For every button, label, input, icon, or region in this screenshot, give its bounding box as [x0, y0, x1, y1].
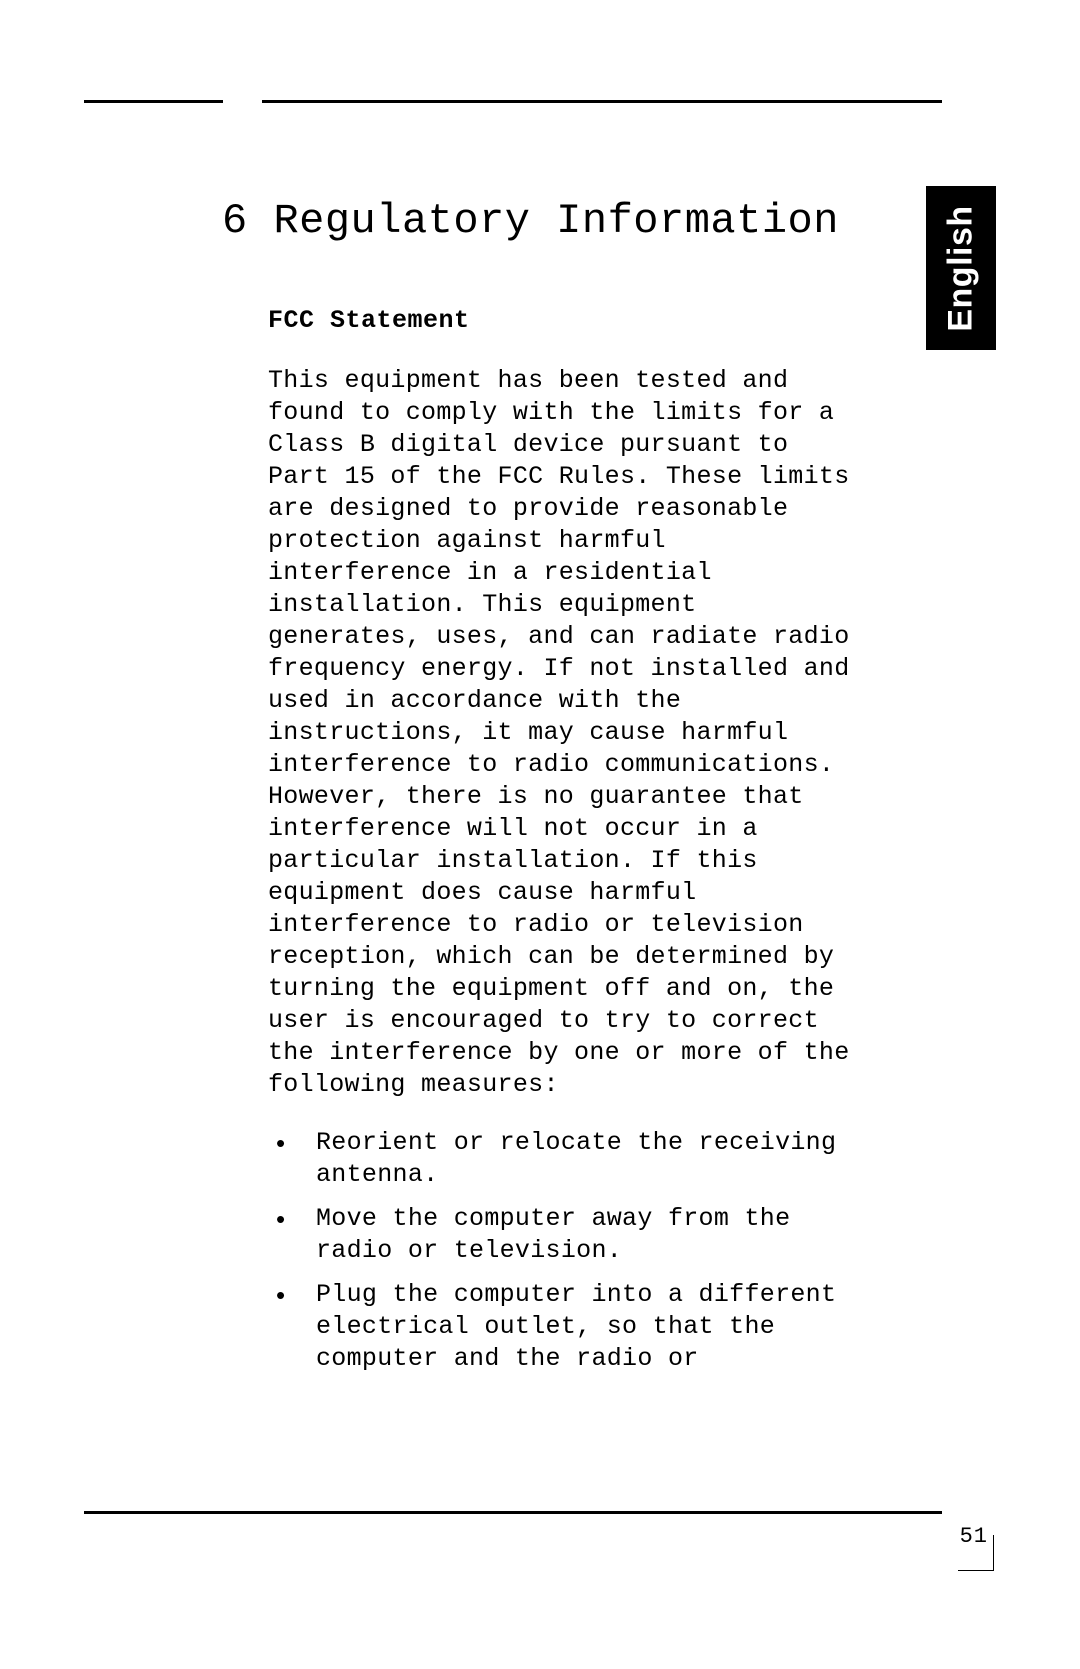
bullet-list: Reorient or relocate the receiving anten… [268, 1127, 858, 1375]
chapter-number: 6 [222, 197, 248, 245]
crop-mark-top-left [84, 100, 223, 103]
list-item: Move the computer away from the radio or… [268, 1203, 858, 1267]
language-tab-label: English [942, 205, 981, 331]
body-text: FCC Statement This equipment has been te… [268, 306, 858, 1375]
list-item: Reorient or relocate the receiving anten… [268, 1127, 858, 1191]
section-heading: FCC Statement [268, 306, 858, 335]
list-item: Plug the computer into a different elect… [268, 1279, 858, 1375]
crop-mark-top-right [262, 100, 942, 103]
chapter-title-text: Regulatory Information [273, 197, 839, 245]
section-paragraph: This equipment has been tested and found… [268, 365, 858, 1101]
language-tab: English [926, 186, 996, 350]
crop-mark-bottom [84, 1511, 942, 1514]
crop-corner-mark [958, 1535, 994, 1571]
page-content: 6 Regulatory Information FCC Statement T… [222, 195, 882, 1387]
chapter-title: 6 Regulatory Information [222, 195, 882, 248]
